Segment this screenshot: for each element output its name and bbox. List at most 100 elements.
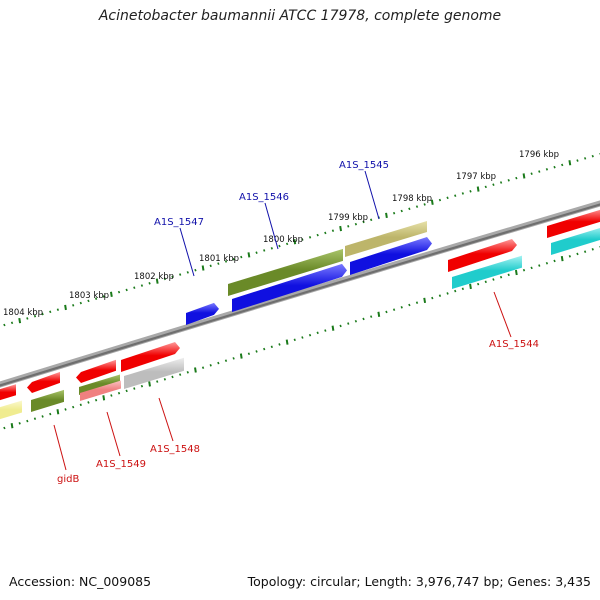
scale-tick [370,218,373,222]
kbp-label: 1798 kbp [392,194,432,204]
scale-tick [186,271,189,274]
gene-a1s-1544-cyan [452,255,522,289]
scale-tick [392,211,396,215]
scale-tick [117,391,121,395]
scale-tick [408,303,411,307]
scale-tick [293,239,297,245]
kbp-label: 1804 kbp [3,308,43,318]
scale-tick [301,336,304,339]
scale-tick [194,367,197,373]
gene-features [0,209,600,420]
scale-tick [232,357,235,360]
scale-tick [79,403,82,407]
gene-a1s-1548-grey [124,357,184,389]
scale-tick [362,317,365,321]
scale-tick [263,249,266,252]
kbp-label: 1803 kbp [69,291,109,301]
scale-tick [179,373,182,376]
scale-tick [10,321,14,325]
scale-tick [583,250,587,253]
scale-tick [308,236,312,239]
scale-tick [255,251,258,254]
gene-left-yellow [0,400,22,420]
scale-tick [423,297,427,304]
scale-tick [171,275,174,279]
scale-tick [133,387,136,390]
scale-tick [102,295,105,298]
scale-tick [56,308,60,311]
scale-tick [454,194,457,197]
scale-tick [415,205,419,208]
scale-tick [247,252,251,258]
gene-leader-line [493,291,512,338]
gene-labels: A1S_1545 A1S_1546 A1S_1547 A1S_1544 A1S_1548… [53,160,539,485]
gene-a1s-1547-arrow [186,302,219,325]
scale-tick [49,310,52,314]
scale-tick [354,222,358,226]
gene-gidb-olive [31,389,64,412]
scale-tick [522,268,526,272]
gene-a1s-1549-olive [79,374,120,395]
genome-summary-text: Topology: circular; Length: 3,976,747 bp… [247,574,591,589]
scale-tick [33,417,37,421]
scale-tick [430,199,434,205]
scale-tick [148,282,151,285]
gene-leader-line [106,411,121,457]
scale-tick [324,231,327,235]
gene-leader-line [364,170,380,220]
scale-tick [423,203,426,206]
scale-tick [125,389,128,393]
scale-tick [316,331,319,335]
inner-tick-ring [3,246,600,430]
gene-label: A1S_1545 [339,160,389,171]
scale-tick [438,198,442,202]
scale-tick [109,291,113,297]
scale-tick [194,268,197,272]
scale-tick [163,377,167,381]
gene-gidb-red [27,371,60,393]
scale-tick [217,361,220,365]
gene-label: A1S_1549 [96,459,146,470]
scale-tick [26,419,29,423]
backbone-line [0,203,600,387]
scale-tick [538,170,541,173]
scale-tick [217,262,220,265]
scale-tick [370,315,373,318]
scale-tick [530,266,533,270]
scale-tick [324,329,327,332]
scale-tick [400,209,403,213]
scale-tick [3,426,6,430]
scale-tick [41,312,44,316]
scale-tick [224,260,228,263]
scale-tick [339,225,342,232]
scale-tick [507,179,510,182]
accession-text: Accession: NC_009085 [9,574,152,589]
scale-tick [308,333,312,337]
gene-label: A1S_1544 [489,339,539,350]
scale-tick [140,284,144,287]
scale-tick [285,242,289,246]
kbp-label: 1801 kbp [199,254,239,264]
scale-tick [155,278,159,284]
kbp-label: 1797 kbp [456,172,496,182]
gene-a1s-1544-red [448,238,517,272]
scale-tick [477,282,480,286]
scale-tick [270,246,273,250]
scale-tick [133,286,136,290]
gene-label: A1S_1547 [154,217,204,228]
gene-a1s-1545-arrow [350,236,432,275]
scale-tick [64,408,67,411]
gene-a1s-1548-red [121,342,180,372]
scale-tick [94,398,98,402]
scale-tick [148,381,151,387]
scale-tick [49,412,52,416]
gene-right-cyan [551,228,600,255]
scale-tick [278,343,281,346]
scale-tick [499,275,503,279]
scale-tick [72,303,75,307]
gene-a1s-1549-salmon [80,380,121,401]
scale-tick [392,308,396,311]
scale-tick [18,422,21,425]
scale-tick [347,322,350,325]
